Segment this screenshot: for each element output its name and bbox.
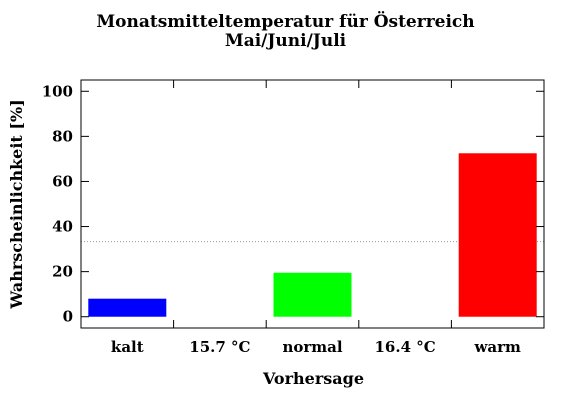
bar-kalt (88, 298, 167, 317)
x-threshold-label: 15.7 °C (189, 338, 250, 356)
x-threshold-label: 16.4 °C (374, 338, 435, 356)
y-tick-label: 60 (52, 172, 73, 190)
chart-title-line-2: Mai/Juni/Juli (224, 31, 347, 51)
bar-normal (273, 272, 352, 317)
x-axis-label: Vorhersage (262, 369, 364, 388)
x-tick-label-kalt: kalt (111, 338, 144, 356)
y-tick-label: 100 (42, 82, 73, 100)
chart-title-line-1: Monatsmitteltemperatur für Österreich (96, 12, 475, 32)
x-tick-label-normal: normal (282, 338, 342, 356)
plot-frame (80, 79, 545, 329)
y-tick-label: 20 (52, 263, 73, 281)
y-tick-label: 40 (52, 218, 73, 236)
y-axis-label: Wahrscheinlichkeit [%] (7, 99, 26, 309)
y-tick-label: 0 (63, 308, 73, 326)
bar-warm (458, 153, 537, 317)
x-tick-label-warm: warm (473, 338, 521, 356)
y-tick-label: 80 (52, 127, 73, 145)
